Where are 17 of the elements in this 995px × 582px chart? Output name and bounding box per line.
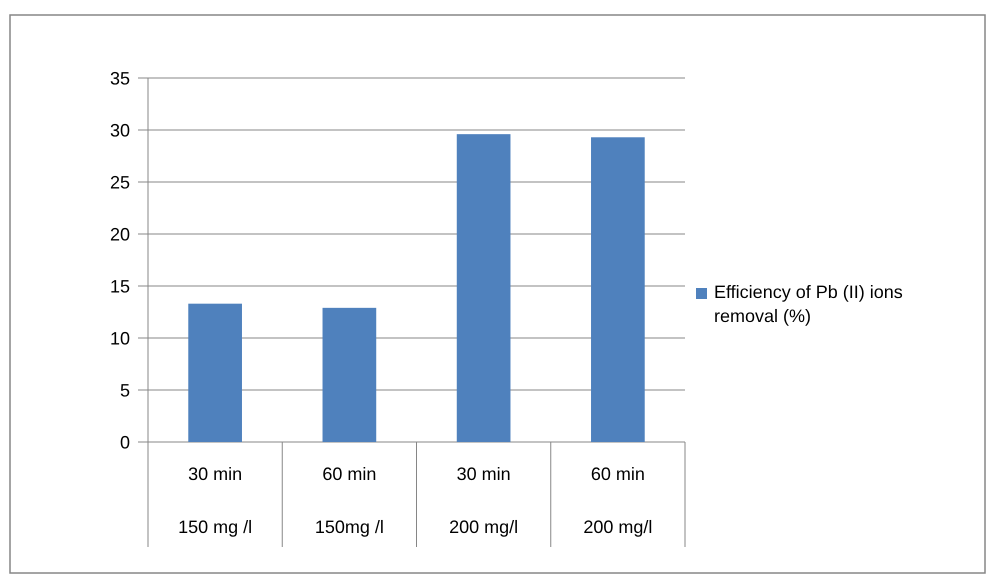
y-tick-label: 30 [110,120,130,140]
y-tick-label: 0 [120,432,130,452]
category-label: 30 min 200 mg/l [449,464,518,537]
bar [591,137,645,442]
y-tick-label: 10 [110,328,130,348]
y-tick-label: 35 [110,68,130,88]
bar [322,308,376,442]
bar [188,304,242,442]
y-tick-label: 25 [110,172,130,192]
y-tick-label: 5 [120,380,130,400]
bar [456,134,510,442]
legend-label: Efficiency of Pb (II) ions removal (%) [714,282,903,326]
category-label: 60 min 200 mg/l [583,464,652,537]
y-tick-label: 20 [110,224,130,244]
category-label: 30 min 150 mg /l [178,464,252,537]
category-label: 60 min 150mg /l [314,464,384,537]
y-tick-label: 15 [110,276,130,296]
